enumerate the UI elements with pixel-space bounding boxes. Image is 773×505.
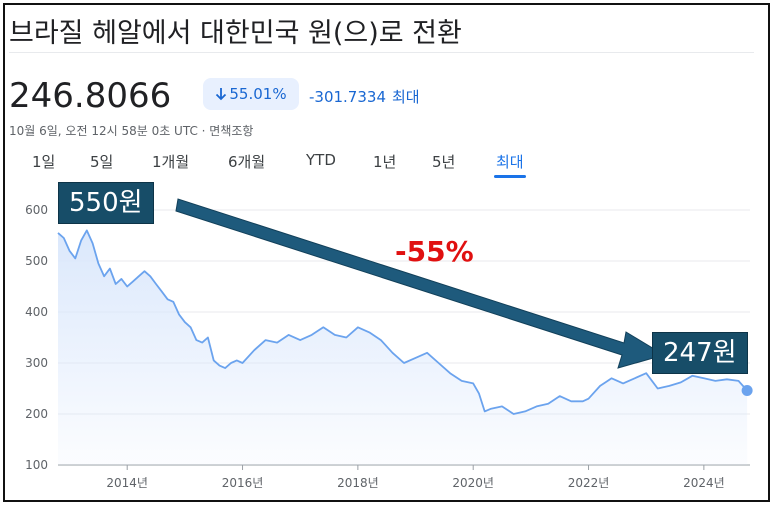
quote-timestamp: 10월 6일, 오전 12시 58분 0초 UTC · 면책조항: [9, 124, 254, 138]
end-value-callout: 247원: [652, 332, 748, 374]
x-tick-label: 2016년: [222, 476, 264, 490]
change-absolute: -301.7334: [309, 88, 386, 106]
current-price: 246.8066: [9, 76, 172, 116]
y-axis: 100 200 300 400 500 600: [25, 203, 48, 472]
trend-arrow: [175, 198, 666, 369]
tab-max[interactable]: 최대: [494, 153, 526, 178]
start-value-callout: 550원: [58, 182, 154, 224]
price-area: [58, 230, 748, 465]
x-tick-label: 2014년: [106, 476, 148, 490]
y-tick-label: 500: [25, 254, 48, 268]
y-tick-label: 100: [25, 458, 48, 472]
change-percent: 55.01%: [229, 85, 287, 103]
tab-1-month[interactable]: 1개월: [152, 153, 190, 171]
range-tabs: 1일 5일 1개월 6개월 YTD 1년 5년 최대: [0, 151, 600, 181]
y-tick-label: 300: [25, 356, 48, 370]
tab-ytd[interactable]: YTD: [306, 151, 336, 169]
x-tick-label: 2024년: [683, 476, 725, 490]
current-point-marker: [741, 385, 753, 397]
price-line: [57, 229, 748, 415]
change-percent-annotation: -55%: [395, 235, 474, 268]
tab-6-month[interactable]: 6개월: [228, 153, 266, 171]
tab-5-year[interactable]: 5년: [432, 153, 456, 171]
x-tick-label: 2020년: [452, 476, 494, 490]
y-tick-label: 400: [25, 305, 48, 319]
x-axis: 2014년 2016년 2018년 2020년 2022년 2024년: [106, 465, 725, 490]
tab-1-day[interactable]: 1일: [32, 153, 56, 171]
y-tick-label: 200: [25, 407, 48, 421]
page-title: 브라질 헤알에서 대한민국 원(으)로 전환: [9, 18, 462, 49]
tab-5-day[interactable]: 5일: [90, 153, 114, 171]
change-absolute-row: -301.7334 최대: [309, 86, 420, 107]
x-tick-label: 2018년: [337, 476, 379, 490]
change-percent-badge: 55.01%: [203, 78, 299, 110]
x-tick-label: 2022년: [568, 476, 610, 490]
arrow-down-icon: [216, 88, 227, 101]
tab-1-year[interactable]: 1년: [373, 153, 397, 171]
title-divider: [9, 52, 754, 53]
y-tick-label: 600: [25, 203, 48, 217]
change-period: 최대: [392, 88, 420, 106]
